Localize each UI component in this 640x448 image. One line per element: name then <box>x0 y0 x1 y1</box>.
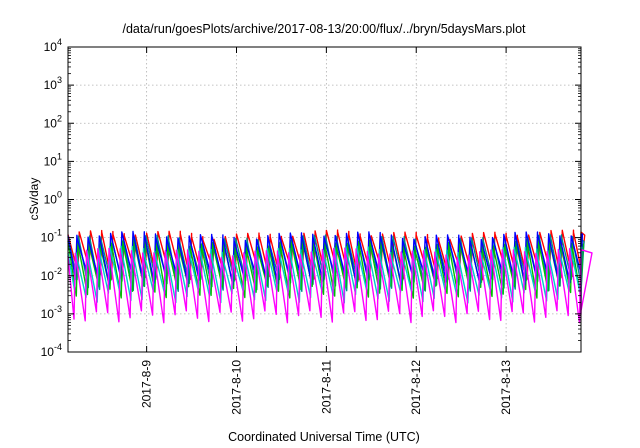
x-axis-label: Coordinated Universal Time (UTC) <box>228 430 420 444</box>
chart-title: /data/run/goesPlots/archive/2017-08-13/2… <box>122 22 526 36</box>
grid <box>68 47 581 352</box>
y-tick-label: 100 <box>44 190 62 207</box>
y-axis-label: cSv/day <box>27 178 41 221</box>
x-tick-label: 2017-8-10 <box>230 360 244 415</box>
x-axis: 2017-8-9 2017-8-10 2017-8-11 2017-8-12 2017-… <box>140 47 513 415</box>
x-tick-label: 2017-8-12 <box>409 360 423 415</box>
y-tick-label: 101 <box>44 151 62 168</box>
y-tick-label: 104 <box>44 37 62 54</box>
x-tick-label: 2017-8-13 <box>499 360 513 415</box>
y-axis: 10-4 10-3 10-2 10-1 100 101 102 103 104 <box>41 37 581 359</box>
y-tick-label: 103 <box>44 75 62 92</box>
y-tick-label: 10-1 <box>41 228 62 245</box>
x-tick-label: 2017-8-9 <box>140 360 154 408</box>
y-tick-label: 10-2 <box>41 266 62 283</box>
series-line <box>67 247 593 324</box>
y-tick-label: 10-4 <box>41 342 62 359</box>
y-tick-label: 10-3 <box>41 304 62 321</box>
y-tick-label: 102 <box>44 113 62 130</box>
series-group <box>67 229 593 324</box>
x-tick-label: 2017-8-11 <box>319 360 333 414</box>
